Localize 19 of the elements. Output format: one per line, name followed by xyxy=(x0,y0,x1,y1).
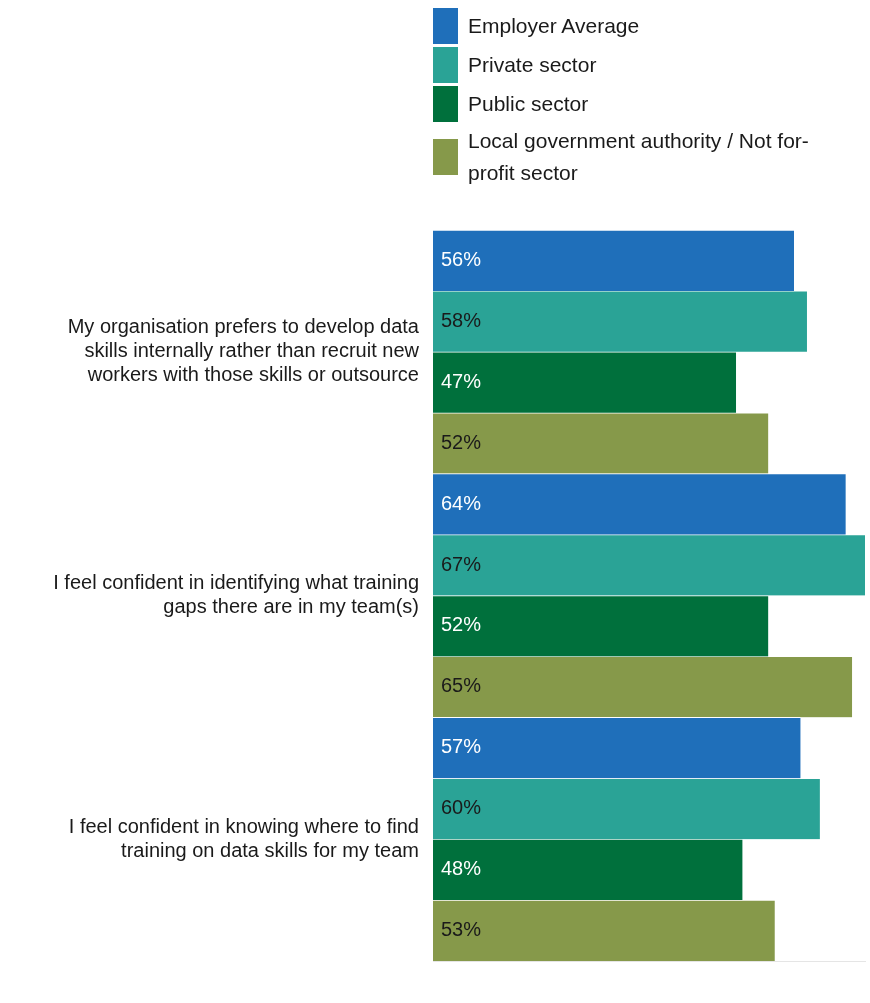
data-label: 47% xyxy=(441,369,482,392)
data-label: 65% xyxy=(441,674,482,697)
legend-label: Employer Average xyxy=(468,13,641,39)
data-label: 57% xyxy=(441,735,482,758)
data-label: 67% xyxy=(441,552,482,575)
data-label: 53% xyxy=(441,918,482,941)
data-label: 52% xyxy=(441,430,482,453)
data-label: 64% xyxy=(441,491,482,514)
data-label: 60% xyxy=(441,796,482,819)
y-tick-label: I feel confident in knowing where to find training on data skills for my team xyxy=(68,814,419,861)
legend-label: Private sector xyxy=(468,52,598,78)
legend-label: Public sector xyxy=(468,91,590,117)
data-label: 56% xyxy=(441,247,482,270)
data-label: 52% xyxy=(441,613,482,636)
y-tick-label: I feel confident in identifying what training gaps there are in my team(s) xyxy=(53,571,419,618)
y-tick-label: My organisation prefers to develop data skills internally rather than recruit new workers with those skills or outsource xyxy=(67,315,420,386)
legend-label: Local government authority / Not for-profit sector xyxy=(468,128,810,186)
data-label: 48% xyxy=(441,857,482,880)
data-label: 58% xyxy=(441,308,482,331)
